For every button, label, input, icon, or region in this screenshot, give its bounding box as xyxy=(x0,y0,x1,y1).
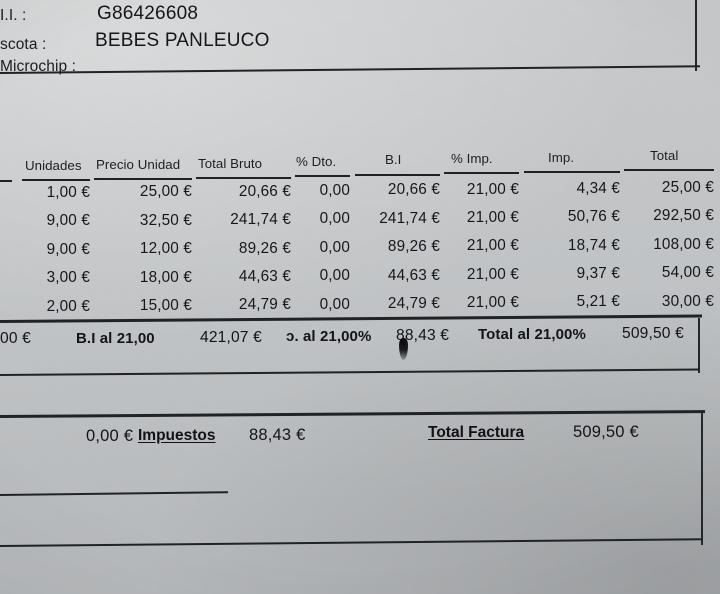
totals-box-right-edge xyxy=(698,318,700,373)
cell-unidades: 9,00 € xyxy=(46,212,90,230)
ink-smudge-artifact xyxy=(399,338,408,360)
cell-total: 30,00 € xyxy=(661,292,714,310)
cell-pct-dto: 0,00 xyxy=(319,182,350,199)
cell-pct-imp: 21,00 € xyxy=(466,265,519,283)
column-rule-precio-unidad xyxy=(94,178,192,180)
totals-bi-label: B.I al 21,00 xyxy=(76,330,155,347)
totals-total-label: Total al 21,00% xyxy=(478,326,586,343)
column-rule-imp xyxy=(524,171,620,173)
cell-pct-imp: 21,00 € xyxy=(466,180,519,198)
cell-pct-dto: 0,00 xyxy=(319,210,350,228)
cell-precio-unidad: 32,50 € xyxy=(139,211,192,229)
cell-imp: 9,37 € xyxy=(576,265,620,282)
cell-pct-dto: 0,00 xyxy=(319,295,350,313)
header-box-right-edge xyxy=(695,0,697,71)
cell-precio-unidad: 15,00 € xyxy=(139,297,192,314)
cell-precio-unidad: 25,00 € xyxy=(139,183,192,201)
column-rule-total-bruto xyxy=(196,177,291,179)
header-label-microchip: Microchip : xyxy=(0,58,77,75)
cell-total-bruto: 89,26 € xyxy=(238,239,291,257)
cell-precio-unidad: 18,00 € xyxy=(139,268,192,286)
totals-bi-value: 421,07 € xyxy=(200,329,262,346)
totals-box-bottom-edge xyxy=(0,368,700,376)
cell-bi: 89,26 € xyxy=(387,238,440,256)
cell-total: 108,00 € xyxy=(653,235,714,253)
cell-pct-dto: 0,00 xyxy=(319,267,350,285)
cell-precio-unidad: 12,00 € xyxy=(139,240,192,258)
cell-bi: 241,74 € xyxy=(379,209,440,227)
summary-discount-value: 0,00 € xyxy=(86,427,134,445)
cell-imp: 4,34 € xyxy=(576,179,620,197)
totals-imp-value: 88,43 € xyxy=(396,327,450,344)
cell-unidades: 2,00 € xyxy=(46,297,90,315)
header-label-nif: I.I. : xyxy=(0,7,27,24)
header-value-mascota: BEBES PANLEUCO xyxy=(95,30,270,51)
column-rule-pct-imp xyxy=(444,172,519,174)
summary-box-top-edge xyxy=(0,410,705,418)
summary-box-right-edge xyxy=(701,412,703,545)
summary-taxes-label: Impuestos xyxy=(138,427,216,444)
column-header-bi: B.I xyxy=(385,152,402,167)
column-header-unidades: Unidades xyxy=(25,158,82,173)
cell-total-bruto: 20,66 € xyxy=(238,182,291,200)
column-header-precio-unidad: Precio Unidad xyxy=(96,157,181,172)
column-header-imp: Imp. xyxy=(548,150,575,165)
column-header-total: Total xyxy=(650,148,679,163)
totals-clipped-amount: 00 € xyxy=(0,330,31,347)
cell-total: 292,50 € xyxy=(653,207,714,225)
header-label-mascota: scota : xyxy=(0,36,47,53)
summary-invoice-total-label: Total Factura xyxy=(428,424,525,441)
cell-unidades: 3,00 € xyxy=(46,269,90,287)
cell-bi: 20,66 € xyxy=(387,181,440,199)
column-header-pct-imp: % Imp. xyxy=(451,151,493,166)
cell-imp: 50,76 € xyxy=(567,208,620,226)
cell-total: 54,00 € xyxy=(661,264,714,282)
cell-bi: 24,79 € xyxy=(387,294,440,312)
header-value-nif: G86426608 xyxy=(97,3,199,24)
totals-imp-label: ɔ. al 21,00% xyxy=(286,328,372,345)
cell-pct-imp: 21,00 € xyxy=(466,294,519,312)
summary-taxes-value: 88,43 € xyxy=(249,426,306,444)
cell-pct-imp: 21,00 € xyxy=(466,237,519,255)
cell-pct-imp: 21,00 € xyxy=(466,209,519,226)
summary-box-bottom-edge xyxy=(0,538,703,547)
cell-imp: 18,74 € xyxy=(567,236,620,254)
column-header-total-bruto: Total Bruto xyxy=(198,156,263,171)
summary-underline-stroke xyxy=(0,491,228,496)
column-rule-pct-dto xyxy=(295,175,350,177)
cell-imp: 5,21 € xyxy=(576,293,620,311)
cell-total: 25,00 € xyxy=(661,179,714,196)
cell-bi: 44,63 € xyxy=(387,266,440,284)
cell-total-bruto: 24,79 € xyxy=(238,296,291,314)
cell-total-bruto: 241,74 € xyxy=(230,211,291,229)
cell-unidades: 1,00 € xyxy=(46,184,90,201)
column-header-pct-dto: % Dto. xyxy=(296,154,337,169)
column-rule-left-stub xyxy=(0,180,12,182)
totals-box-top-edge xyxy=(0,314,702,323)
summary-invoice-total-value: 509,50 € xyxy=(573,423,639,441)
column-rule-total xyxy=(624,169,714,171)
cell-total-bruto: 44,63 € xyxy=(238,267,291,285)
cell-pct-dto: 0,00 xyxy=(319,238,350,256)
column-rule-bi xyxy=(355,174,440,176)
totals-total-value: 509,50 € xyxy=(622,325,684,342)
header-box-bottom-edge xyxy=(0,65,700,74)
column-rule-unidades xyxy=(22,179,90,181)
cell-unidades: 9,00 € xyxy=(46,240,90,258)
